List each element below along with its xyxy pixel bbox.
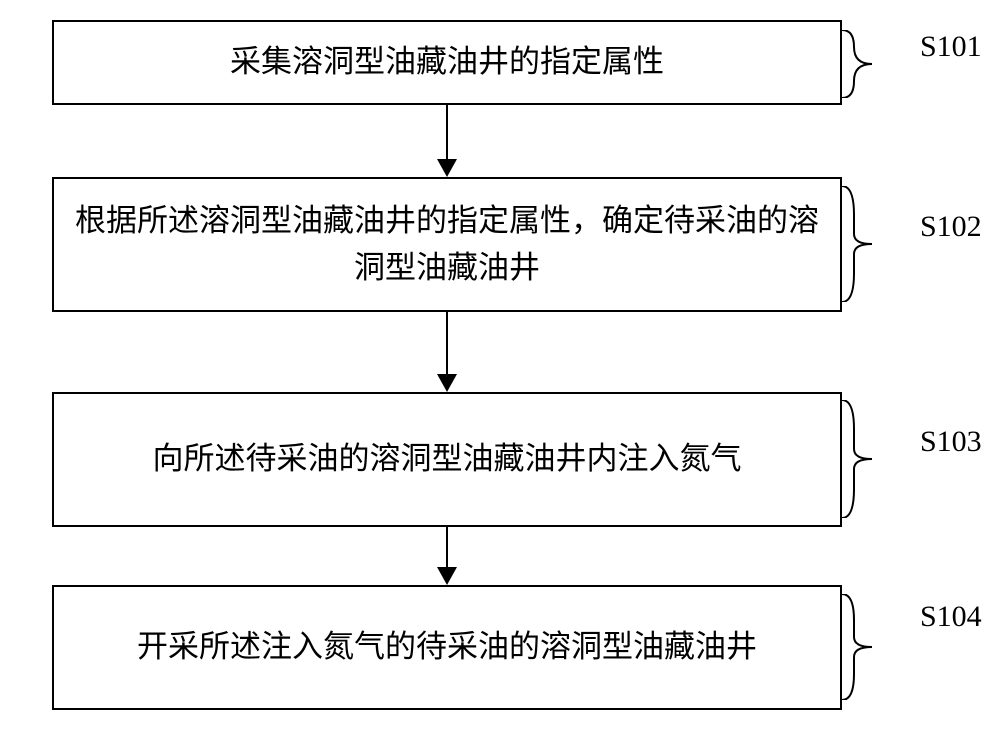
brace-s104 [842, 594, 914, 700]
step-label-s103: S103 [920, 425, 982, 459]
step-label-s102: S102 [920, 210, 982, 244]
arrow-head-2 [437, 374, 457, 392]
step-box-s103: 向所述待采油的溶洞型油藏油井内注入氮气 [52, 392, 842, 527]
arrow-head-1 [437, 159, 457, 177]
arrow-head-3 [437, 567, 457, 585]
step-text-s103: 向所述待采油的溶洞型油藏油井内注入氮气 [153, 436, 742, 483]
arrow-line-1 [446, 105, 448, 159]
arrow-line-3 [446, 527, 448, 567]
step-text-s102: 根据所述溶洞型油藏油井的指定属性，确定待采油的溶洞型油藏油井 [74, 198, 820, 291]
step-box-s101: 采集溶洞型油藏油井的指定属性 [52, 20, 842, 105]
brace-s102 [842, 186, 914, 302]
step-label-s101: S101 [920, 30, 982, 64]
step-label-s104: S104 [920, 600, 982, 634]
flowchart-container: 采集溶洞型油藏油井的指定属性 S101 根据所述溶洞型油藏油井的指定属性，确定待… [0, 0, 1000, 729]
arrow-line-2 [446, 312, 448, 374]
step-text-s101: 采集溶洞型油藏油井的指定属性 [230, 39, 664, 86]
step-box-s102: 根据所述溶洞型油藏油井的指定属性，确定待采油的溶洞型油藏油井 [52, 177, 842, 312]
brace-s101 [842, 30, 914, 98]
step-box-s104: 开采所述注入氮气的待采油的溶洞型油藏油井 [52, 585, 842, 710]
brace-s103 [842, 400, 914, 518]
step-text-s104: 开采所述注入氮气的待采油的溶洞型油藏油井 [137, 624, 757, 671]
